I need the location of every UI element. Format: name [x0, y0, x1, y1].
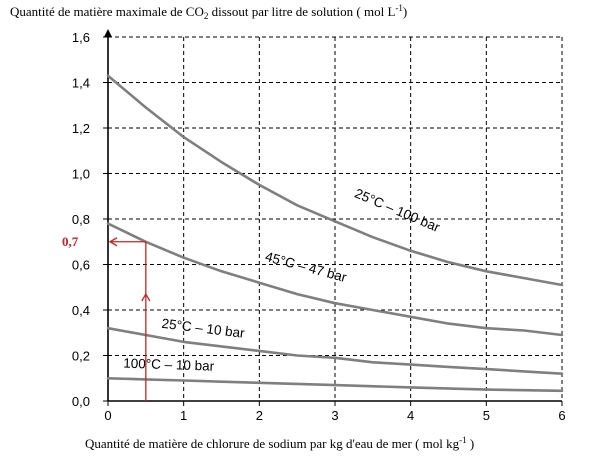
- xlabel-main: Quantité de matière de chlorure de sodiu…: [85, 436, 460, 451]
- y-tick-label-6: 1,2: [72, 121, 90, 136]
- x-tick-label-1: 1: [180, 408, 187, 423]
- series-line-1: [106, 222, 564, 337]
- series-label-0: 25°C – 100 bar: [352, 186, 442, 236]
- y-tick-label-2: 0,4: [72, 303, 90, 318]
- annotation-group: 0,7: [62, 234, 151, 401]
- title-end: ): [403, 4, 407, 19]
- y-tick-label-1: 0,2: [72, 349, 90, 364]
- y-tick-label-4: 0,8: [72, 212, 90, 227]
- x-axis-label: Quantité de matière de chlorure de sodiu…: [85, 435, 474, 451]
- x-tick-label-0: 0: [104, 408, 111, 423]
- tick-labels: 0 1 2 3 4 5 6 0,0 0,2 0,4 0,6 0,8 1,0 1,2 1,4 1,6: [72, 30, 566, 423]
- annotation-label: 0,7: [62, 234, 79, 249]
- axes: [103, 29, 563, 406]
- xlabel-end: ): [467, 436, 475, 451]
- y-tick-label-8: 1,6: [72, 30, 90, 45]
- title-rest: dissout par litre de solution ( mol L: [208, 4, 395, 19]
- title-subscript: 2: [204, 11, 209, 21]
- series-label-3: 100°C – 10 bar: [123, 356, 215, 374]
- x-tick-label-6: 6: [558, 408, 565, 423]
- y-tick-label-0: 0,0: [72, 394, 90, 409]
- series-line-0: [106, 74, 564, 287]
- y-axis-arrowhead: [104, 29, 112, 37]
- series-label-1: 45°C – 47 bar: [264, 249, 349, 285]
- annotation-up-arrow: [141, 292, 151, 302]
- xlabel-superscript: -1: [459, 435, 467, 445]
- series-label-2: 25°C – 10 bar: [161, 316, 246, 341]
- series-line-3: [106, 376, 564, 393]
- title-main: Quantité de matière maximale de CO: [10, 4, 204, 19]
- x-tick-label-5: 5: [483, 408, 490, 423]
- y-tick-label-7: 1,4: [72, 76, 90, 91]
- chart-title: Quantité de matière maximale de CO2 diss…: [10, 3, 407, 21]
- x-tick-label-4: 4: [407, 408, 414, 423]
- title-superscript: -1: [395, 3, 403, 13]
- y-tick-label-3: 0,6: [72, 258, 90, 273]
- annotation-left-arrow: [108, 237, 118, 247]
- series-lines: [106, 74, 564, 393]
- y-tick-label-5: 1,0: [72, 167, 90, 182]
- series-line-2: [106, 326, 564, 376]
- x-tick-label-3: 3: [331, 408, 338, 423]
- grid: [108, 36, 563, 401]
- x-tick-label-2: 2: [256, 408, 263, 423]
